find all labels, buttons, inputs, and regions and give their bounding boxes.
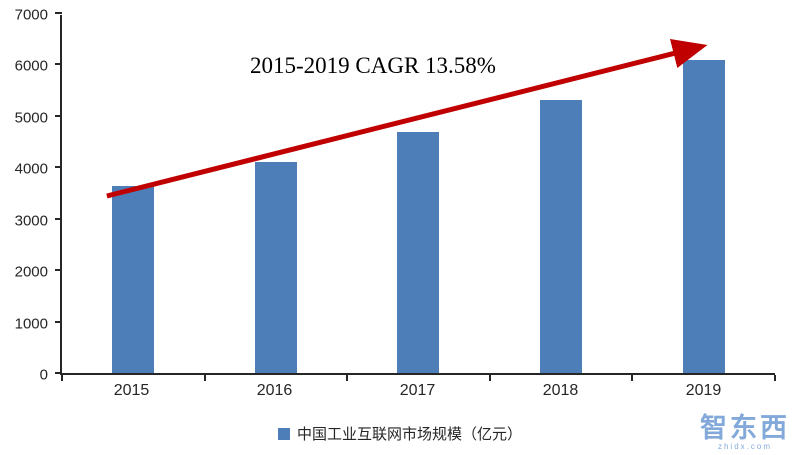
y-axis: 0 1000 2000 3000 4000 5000 6000 7000	[0, 8, 58, 383]
bar-slot	[632, 15, 775, 373]
x-tick-mark	[61, 375, 63, 381]
x-axis-labels: 2015 2016 2017 2018 2019	[60, 382, 775, 400]
y-tick-label: 7000	[14, 6, 48, 24]
watermark: 智东西 zhidx.com	[700, 414, 790, 451]
x-tick-mark	[488, 375, 491, 381]
legend-label: 中国工业互联网市场规模（亿元）	[296, 426, 523, 443]
bar-2015	[112, 185, 155, 373]
bar-slot	[62, 15, 205, 373]
bar-2017	[397, 132, 440, 373]
bar-2018	[540, 99, 583, 373]
watermark-subtext: zhidx.com	[717, 441, 772, 451]
y-tick-mark	[55, 269, 62, 272]
y-tick-mark	[55, 217, 62, 220]
plot-area: 2015-2019 CAGR 13.58%	[55, 12, 776, 381]
y-tick-mark	[55, 166, 62, 169]
x-tick-label: 2016	[256, 382, 293, 399]
y-tick-mark	[55, 372, 62, 374]
legend: 中国工业互联网市场规模（亿元）	[277, 423, 523, 444]
y-tick-mark	[55, 63, 62, 66]
y-tick-label: 5000	[14, 109, 48, 127]
y-tick-label: 2000	[14, 263, 48, 281]
y-tick-label: 4000	[14, 160, 48, 178]
y-tick-label: 0	[39, 366, 48, 384]
x-tick-label: 2019	[685, 382, 722, 399]
y-tick-label: 1000	[14, 315, 48, 333]
legend-swatch-icon	[277, 427, 290, 440]
x-tick-mark	[631, 375, 634, 381]
watermark-logo: 智东西	[700, 413, 790, 444]
x-tick-mark	[346, 375, 349, 381]
y-tick-mark	[55, 114, 62, 117]
cagr-annotation: 2015-2019 CAGR 13.58%	[250, 53, 496, 78]
y-tick-mark	[55, 12, 62, 14]
x-tick-label: 2017	[399, 382, 436, 399]
bar-2016	[254, 161, 297, 373]
y-tick-mark	[55, 320, 62, 323]
x-tick-mark	[774, 375, 776, 381]
y-tick-label: 6000	[14, 57, 48, 75]
x-tick-label: 2015	[113, 382, 150, 399]
bar-slot	[490, 15, 633, 373]
y-tick-label: 3000	[14, 212, 48, 230]
x-tick-mark	[203, 375, 206, 381]
x-tick-label: 2018	[542, 382, 579, 399]
bar-2019	[682, 60, 725, 373]
